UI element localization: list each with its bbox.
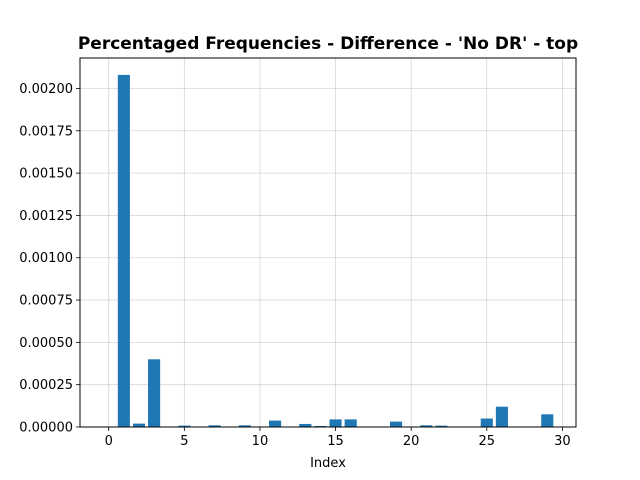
y-tick-label: 0.00125 xyxy=(19,209,73,224)
bar xyxy=(541,414,554,427)
bar xyxy=(435,425,448,427)
bar xyxy=(314,425,327,427)
x-axis-ticks: 0 5 10 15 20 25 30 xyxy=(105,427,571,449)
bar xyxy=(344,419,357,427)
bar xyxy=(178,425,191,427)
bar xyxy=(420,425,433,427)
bar xyxy=(117,74,130,427)
bar xyxy=(495,406,508,427)
x-tick-label: 5 xyxy=(180,434,188,449)
bar xyxy=(132,423,146,427)
y-tick-label: 0.00175 xyxy=(19,124,73,139)
bar xyxy=(208,425,221,427)
bars-group xyxy=(117,74,554,427)
x-tick-label: 25 xyxy=(479,434,496,449)
bar xyxy=(329,419,342,427)
x-tick-label: 30 xyxy=(554,434,571,449)
x-axis-title: Index xyxy=(310,456,346,471)
bar xyxy=(480,418,493,427)
x-tick-label: 0 xyxy=(105,434,113,449)
y-tick-label: 0.00050 xyxy=(19,336,73,351)
y-tick-label: 0.00100 xyxy=(19,251,73,266)
bar xyxy=(238,425,251,427)
grid-lines xyxy=(80,58,576,428)
y-tick-label: 0.00075 xyxy=(19,294,73,309)
y-tick-label: 0.00000 xyxy=(19,421,73,436)
y-tick-label: 0.00150 xyxy=(19,167,73,182)
y-tick-label: 0.00025 xyxy=(19,378,73,393)
x-tick-label: 10 xyxy=(252,434,269,449)
y-axis-ticks: 0.00000 0.00025 0.00050 0.00075 0.00100 0.001… xyxy=(19,82,80,436)
y-tick-label: 0.00200 xyxy=(19,82,73,97)
bar xyxy=(269,420,282,427)
bar xyxy=(148,359,161,427)
x-tick-label: 15 xyxy=(327,434,344,449)
chart-title: Percentaged Frequencies - Difference - '… xyxy=(78,34,578,54)
bar xyxy=(390,421,403,427)
x-tick-label: 20 xyxy=(403,434,420,449)
bar xyxy=(299,423,312,427)
plot-frame xyxy=(79,57,577,428)
